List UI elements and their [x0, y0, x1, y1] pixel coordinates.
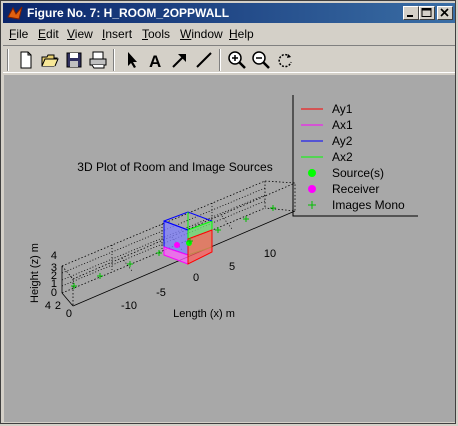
close-button[interactable]	[437, 6, 453, 20]
z-tick-label: 2	[51, 270, 57, 282]
minimize-icon	[407, 15, 413, 17]
zoom-out-button[interactable]	[250, 49, 272, 71]
menu-bar: File Edit View Insert Tools Window Help	[3, 24, 455, 43]
save-button[interactable]	[63, 49, 85, 71]
matlab-icon	[7, 6, 23, 20]
legend-label: Ax2	[332, 150, 353, 164]
open-button[interactable]	[39, 49, 61, 71]
text-insert-icon: A	[149, 52, 161, 71]
menu-tools[interactable]: Tools	[142, 27, 171, 41]
new-file-button[interactable]	[15, 49, 37, 71]
maximize-icon	[421, 8, 432, 17]
zoom-in-icon	[228, 51, 246, 69]
rotate-3d-icon	[278, 53, 292, 68]
insert-arrow-button[interactable]	[169, 49, 191, 71]
legend-marker	[308, 185, 316, 193]
image-source-mark	[270, 205, 276, 211]
zoom-out-icon	[252, 51, 270, 69]
print-button[interactable]	[87, 49, 109, 71]
legend-label: Images Mono	[332, 198, 405, 212]
open-folder-icon	[41, 54, 59, 67]
legend-label: Ay1	[332, 102, 353, 116]
z-tick-label: 1	[51, 278, 57, 290]
x-tick-label: 5	[229, 261, 235, 273]
new-file-icon	[20, 51, 32, 69]
menu-view[interactable]: View	[67, 27, 93, 41]
legend-marker	[308, 201, 316, 209]
legend-marker	[308, 169, 316, 177]
select-arrow-button[interactable]	[121, 49, 143, 71]
legend-label: Source(s)	[332, 166, 384, 180]
menu-window[interactable]: Window	[180, 27, 223, 41]
legend-box	[292, 95, 418, 217]
arrow-insert-icon	[172, 54, 186, 68]
x-tick-label: 0	[193, 272, 199, 284]
print-icon	[89, 51, 107, 69]
y-axis: 4 2 0	[45, 300, 72, 320]
x-tick-label: -5	[156, 287, 166, 299]
toolbar-separator	[113, 49, 115, 71]
toolbar-grip	[7, 49, 9, 71]
zoom-in-button[interactable]	[226, 49, 248, 71]
y-tick-label: 2	[55, 300, 61, 312]
z-tick-label: 4	[51, 250, 57, 262]
menu-help[interactable]: Help	[229, 27, 254, 41]
legend-label: Receiver	[332, 182, 379, 196]
image-source-mark	[97, 273, 103, 279]
line-insert-icon	[196, 52, 212, 68]
menu-file[interactable]: File	[9, 27, 29, 41]
title-bar[interactable]: Figure No. 7: H_ROOM_2OPPWALL	[3, 3, 455, 23]
x-axis-label: Length (x) m	[173, 308, 235, 320]
window-title: Figure No. 7: H_ROOM_2OPPWALL	[27, 6, 230, 20]
insert-text-button[interactable]: A	[145, 49, 167, 71]
image-source-markers	[71, 205, 276, 289]
x-axis: -10 -5 0 5 10 Length (x) m	[121, 248, 276, 320]
image-source-mark	[71, 283, 77, 289]
y-tick-label: 4	[45, 300, 51, 312]
image-source-mark	[156, 250, 162, 256]
menu-insert[interactable]: Insert	[102, 27, 133, 41]
z-axis-label: Height (z) m	[29, 243, 41, 303]
arrow-select-icon	[128, 52, 137, 68]
maximize-button[interactable]	[419, 6, 435, 20]
x-tick-label: 10	[264, 248, 276, 260]
image-source-mark	[127, 261, 133, 267]
image-source-mark	[187, 238, 193, 244]
axes-3d[interactable]: 3D Plot of Room and Image Sources	[4, 75, 455, 422]
figure-canvas[interactable]: 3D Plot of Room and Image Sources	[4, 75, 455, 422]
receiver-marker	[174, 242, 180, 248]
figure-toolbar: A	[3, 45, 455, 73]
svg-text:A: A	[149, 52, 161, 71]
z-tick-label: 3	[51, 262, 57, 274]
toolbar-separator-2	[219, 49, 221, 71]
room-box	[163, 211, 213, 265]
y-tick-label: 0	[66, 308, 72, 320]
x-tick-label: -10	[121, 300, 137, 312]
legend-label: Ax1	[332, 118, 353, 132]
image-source-mark	[243, 216, 249, 222]
legend-label: Ay2	[332, 134, 353, 148]
insert-line-button[interactable]	[193, 49, 215, 71]
minimize-button[interactable]	[403, 6, 419, 20]
rotate-3d-button[interactable]	[274, 49, 296, 71]
z-tick-label: 0	[51, 287, 57, 299]
save-icon	[66, 52, 82, 68]
legend[interactable]: Ay1 Ax1 Ay2 Ax2 Source(s) Receiver Images Mono	[292, 95, 418, 217]
close-icon	[440, 8, 449, 17]
z-axis: 4 3 2 1 0 Height (z) m	[29, 243, 57, 303]
menu-edit[interactable]: Edit	[38, 27, 59, 41]
image-source-mark	[215, 227, 221, 233]
room-face-ay1	[187, 229, 213, 265]
plot-title: 3D Plot of Room and Image Sources	[77, 160, 272, 174]
